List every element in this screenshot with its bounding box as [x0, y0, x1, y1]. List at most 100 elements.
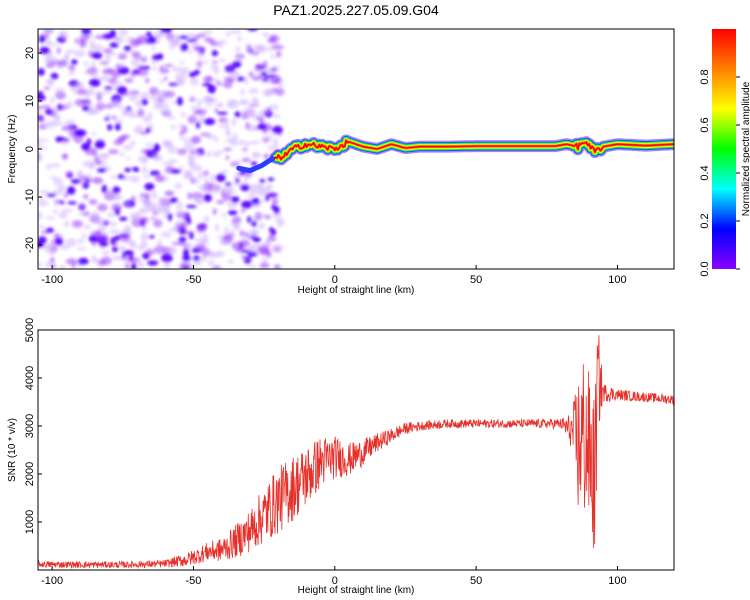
- noise-blob: [248, 244, 254, 253]
- noise-blob: [82, 160, 95, 168]
- x-tick-label: 0: [332, 575, 338, 587]
- noise-blob: [59, 31, 69, 40]
- noise-blob: [91, 147, 98, 157]
- noise-blob: [272, 125, 283, 134]
- noise-blob: [195, 151, 203, 158]
- noise-blob: [234, 172, 241, 181]
- noise-blob: [244, 231, 250, 238]
- noise-blob: [111, 70, 121, 79]
- noise-blob: [47, 55, 57, 64]
- noise-blob: [247, 29, 258, 32]
- noise-blob: [235, 159, 241, 165]
- colorbar-tick-label: 0.0: [699, 261, 711, 276]
- noise-blob: [195, 227, 206, 235]
- noise-blob: [164, 190, 174, 196]
- noise-blob: [58, 104, 69, 110]
- noise-blob: [109, 221, 118, 227]
- noise-blob: [152, 152, 160, 161]
- noise-blob: [111, 203, 122, 212]
- noise-blob: [241, 157, 251, 163]
- noise-blob: [221, 185, 234, 193]
- noise-blob: [164, 63, 174, 68]
- noise-blob: [268, 192, 279, 198]
- noise-blob: [207, 104, 212, 108]
- noise-blob: [265, 195, 270, 202]
- noise-blob: [138, 198, 149, 202]
- noise-blob: [187, 217, 192, 225]
- noise-blob: [251, 97, 258, 103]
- noise-blob: [79, 176, 89, 180]
- noise-blob: [249, 187, 254, 196]
- noise-blob: [188, 264, 195, 269]
- noise-blob: [88, 87, 94, 96]
- noise-blob: [112, 255, 121, 261]
- x-tick-label: -50: [186, 274, 202, 286]
- noise-blob: [98, 225, 107, 233]
- noise-blob: [79, 39, 86, 48]
- noise-blob: [38, 106, 45, 110]
- noise-blob: [238, 139, 246, 145]
- noise-blob: [113, 241, 118, 247]
- noise-blob: [204, 250, 216, 256]
- spectrogram-x-axis-title: Height of straight line (km): [298, 285, 415, 296]
- noise-blob: [38, 91, 44, 96]
- noise-blob: [141, 165, 148, 175]
- x-tick-label: 50: [470, 274, 482, 286]
- noise-blob: [260, 198, 267, 202]
- noise-blob: [38, 142, 43, 146]
- noise-blob: [68, 64, 76, 71]
- noise-blob: [262, 60, 268, 70]
- colorbar-tick-label: 0.4: [699, 165, 711, 180]
- noise-blob: [88, 199, 98, 205]
- noise-blob: [257, 222, 266, 229]
- noise-blob: [192, 110, 202, 115]
- noise-blob: [197, 98, 202, 107]
- noise-blob: [94, 34, 107, 40]
- noise-blob: [216, 111, 228, 115]
- noise-blob: [62, 208, 74, 213]
- noise-blob: [83, 224, 92, 230]
- noise-blob: [232, 60, 242, 68]
- noise-blob: [107, 212, 115, 219]
- noise-blob: [229, 29, 242, 35]
- noise-blob: [168, 115, 176, 120]
- noise-blob: [257, 123, 267, 130]
- noise-blob: [128, 257, 140, 264]
- noise-blob: [245, 48, 255, 55]
- noise-blob: [38, 190, 50, 195]
- noise-blob: [218, 58, 226, 62]
- noise-blob: [130, 71, 137, 76]
- noise-blob: [179, 131, 185, 141]
- noise-blob: [222, 80, 233, 89]
- noise-blob: [129, 140, 137, 146]
- noise-blob: [90, 211, 100, 220]
- noise-blob: [63, 220, 70, 228]
- noise-blob: [249, 140, 260, 145]
- noise-blob: [244, 141, 251, 147]
- noise-blob: [68, 71, 75, 75]
- noise-blob: [39, 46, 50, 55]
- colorbar: 0.0 0.2 0.4 0.6 0.8 Normalized spectral ampl…: [699, 29, 750, 277]
- noise-blob: [259, 178, 266, 184]
- x-tick-label: -100: [41, 274, 63, 286]
- noise-blob: [53, 115, 62, 120]
- signal-track-faint: [236, 156, 276, 174]
- noise-blob: [240, 208, 246, 213]
- noise-blob: [124, 50, 131, 54]
- noise-blob: [78, 202, 84, 210]
- noise-blob: [73, 49, 86, 58]
- noise-blob: [45, 261, 52, 268]
- noise-blob: [78, 212, 86, 217]
- x-tick-label: 0: [332, 274, 338, 286]
- noise-blob: [206, 150, 212, 158]
- noise-blob: [200, 112, 205, 117]
- noise-blob: [159, 102, 170, 106]
- noise-blob: [223, 147, 233, 152]
- noise-blob: [168, 82, 179, 86]
- noise-blob: [247, 264, 257, 268]
- noise-blob: [117, 53, 128, 60]
- noise-blob: [77, 238, 85, 244]
- noise-blob: [38, 225, 45, 229]
- noise-blob: [129, 214, 140, 222]
- noise-blob: [267, 177, 275, 182]
